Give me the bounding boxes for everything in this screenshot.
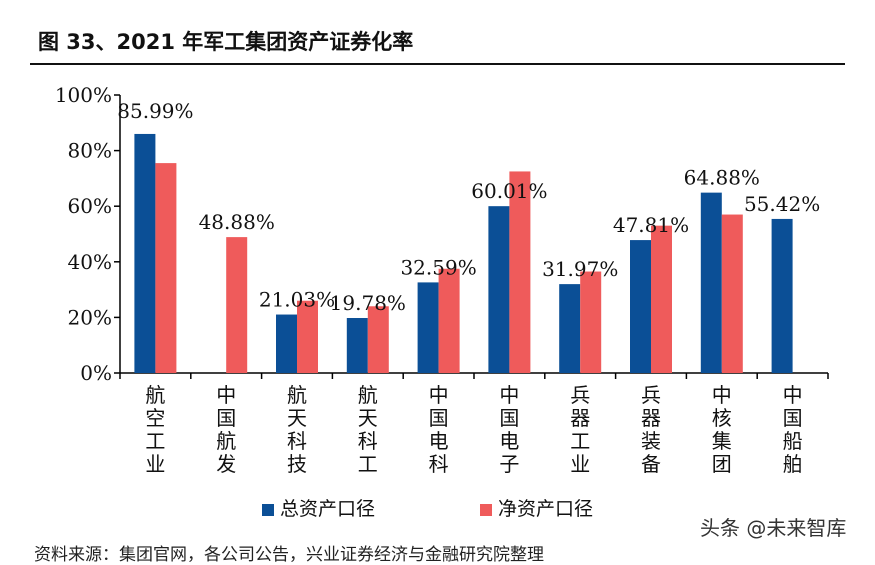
- bar-net-2: [297, 300, 318, 373]
- legend-label-net: 净资产口径: [498, 498, 594, 520]
- data-label-8: 64.88%: [684, 166, 760, 190]
- title-rule: [30, 63, 845, 65]
- y-tick-label: 20%: [68, 305, 112, 329]
- bar-total-6: [559, 284, 581, 373]
- legend-swatch-net: [480, 503, 492, 516]
- x-tick-label-6: 器: [570, 406, 590, 430]
- x-tick-label-0: 航: [145, 383, 165, 407]
- x-tick-label-5: 电: [499, 429, 519, 453]
- data-label-7: 47.81%: [613, 213, 689, 237]
- x-tick-label-9: 中: [783, 383, 803, 407]
- x-tick-label-4: 电: [429, 429, 449, 453]
- x-tick-label-1: 发: [216, 452, 236, 476]
- y-tick-label: 60%: [68, 194, 112, 218]
- chart-title: 图 33、2021 年军工集团资产证券化率: [38, 30, 414, 54]
- x-tick-label-1: 国: [216, 406, 236, 430]
- legend-swatch-total: [262, 503, 274, 516]
- x-tick-label-4: 国: [429, 406, 449, 430]
- x-tick-label-7: 兵: [641, 383, 661, 407]
- x-tick-label-0: 业: [145, 452, 165, 476]
- x-tick-label-6: 兵: [570, 383, 590, 407]
- bar-net-0: [155, 163, 177, 373]
- y-tick-label: 0%: [80, 361, 112, 385]
- y-tick-label: 80%: [68, 139, 112, 163]
- x-tick-label-4: 中: [429, 383, 449, 407]
- x-tick-label-9: 舶: [783, 452, 803, 476]
- x-tick-label-2: 科: [287, 429, 307, 453]
- x-tick-label-6: 业: [570, 452, 590, 476]
- x-tick-label-7: 器: [641, 406, 661, 430]
- x-tick-label-5: 国: [499, 406, 519, 430]
- x-tick-label-6: 工: [570, 429, 590, 453]
- x-tick-label-1: 航: [216, 429, 236, 453]
- legend-item-net: 净资产口径: [480, 494, 593, 521]
- x-tick-label-8: 中: [712, 383, 732, 407]
- bar-net-3: [367, 306, 389, 373]
- x-tick-label-4: 科: [429, 452, 449, 476]
- x-tick-label-2: 天: [287, 406, 307, 430]
- x-tick-label-9: 船: [783, 429, 803, 453]
- bar-total-5: [488, 206, 510, 373]
- bar-total-9: [771, 218, 793, 373]
- bar-total-0: [134, 133, 156, 373]
- data-label-2: 21.03%: [259, 288, 335, 312]
- x-tick-label-3: 天: [358, 406, 378, 430]
- bar-total-7: [630, 240, 651, 373]
- y-tick-label: 40%: [68, 250, 112, 274]
- data-label-4: 32.59%: [400, 255, 476, 279]
- x-tick-label-3: 航: [358, 383, 378, 407]
- bar-net-6: [580, 271, 602, 373]
- data-label-3: 19.78%: [330, 291, 406, 315]
- x-tick-label-1: 中: [216, 383, 236, 407]
- bar-total-3: [346, 318, 368, 373]
- chart-area: 0%20%40%60%80%100%85.99%航空工业48.88%中国航发21…: [55, 83, 829, 476]
- data-label-6: 31.97%: [542, 257, 618, 281]
- bar-total-2: [276, 314, 297, 373]
- bar-net-7: [651, 225, 672, 373]
- x-tick-label-7: 备: [641, 452, 661, 476]
- x-tick-label-2: 航: [287, 383, 307, 407]
- legend-item-total: 总资产口径: [262, 494, 375, 521]
- legend-label-total: 总资产口径: [280, 498, 376, 520]
- data-label-5: 60.01%: [471, 179, 547, 203]
- data-label-0: 85.99%: [117, 99, 193, 123]
- x-tick-label-8: 团: [712, 452, 732, 476]
- x-tick-label-3: 科: [358, 429, 378, 453]
- data-label-9: 55.42%: [744, 192, 820, 216]
- source-note: 资料来源：集团官网，各公司公告，兴业证券经济与金融研究院整理: [34, 545, 544, 565]
- x-tick-label-0: 空: [145, 406, 165, 430]
- x-tick-label-8: 核: [712, 406, 732, 430]
- bar-net-4: [438, 268, 460, 373]
- bar-net-8: [721, 214, 743, 373]
- y-tick-label: 100%: [55, 83, 112, 107]
- x-tick-label-8: 集: [712, 429, 732, 453]
- bar-net-5: [509, 171, 531, 373]
- x-tick-label-2: 技: [287, 452, 307, 476]
- x-tick-label-3: 工: [358, 452, 378, 476]
- bar-total-8: [700, 192, 722, 373]
- x-tick-label-0: 工: [145, 429, 165, 453]
- bar-net-1: [226, 237, 248, 373]
- watermark: 头条 @未来智库: [700, 516, 847, 540]
- x-tick-label-5: 中: [499, 383, 519, 407]
- bar-total-4: [417, 282, 439, 373]
- data-label-1: 48.88%: [199, 210, 275, 234]
- x-tick-label-7: 装: [641, 429, 661, 453]
- x-tick-label-5: 子: [499, 452, 519, 476]
- x-tick-label-9: 国: [783, 406, 803, 430]
